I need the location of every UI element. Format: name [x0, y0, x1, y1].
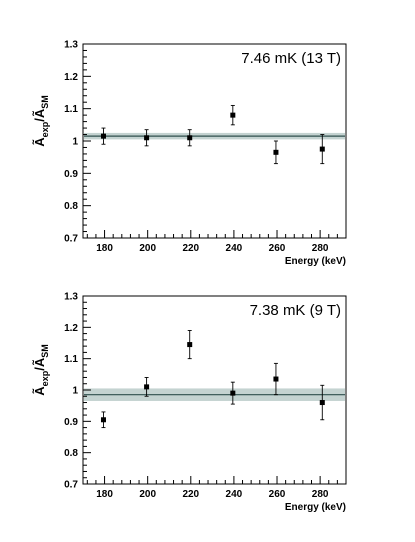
- y-tick-label: 1.1: [64, 354, 78, 365]
- x-tick-label: 240: [226, 243, 243, 254]
- data-point: [273, 149, 279, 155]
- x-tick-label: 240: [226, 489, 243, 500]
- data-point: [100, 133, 106, 139]
- data-point: [187, 135, 193, 141]
- y-tick-label: 0.9: [64, 169, 78, 180]
- y-tick-label: 1: [72, 137, 78, 148]
- x-tick-label: 200: [139, 243, 156, 254]
- y-tick-label: 1.3: [64, 40, 78, 51]
- y-axis-label-subscript: exp: [40, 121, 50, 137]
- chart-panel-2: 0.7 0.8 0.9 1 1.1 1.2 1.3 180 200 220 240 260 280 Ene…: [32, 292, 347, 513]
- data-point: [319, 146, 325, 152]
- data-point: [230, 390, 236, 396]
- chart-panel-1: 0.7 0.8 0.9 1 1.1 1.2 1.3 180 200 220 240 260 280 Ene…: [32, 40, 347, 267]
- y-tick-label: 1.3: [64, 292, 78, 303]
- y-tick-label: 0.7: [64, 480, 78, 491]
- x-tick-label: 220: [182, 489, 199, 500]
- y-axis-label-part: Ã: [32, 137, 47, 147]
- x-tick-label: 260: [269, 489, 286, 500]
- x-axis-label: Energy (keV): [285, 256, 346, 267]
- y-tick-label: 0.9: [64, 417, 78, 428]
- y-axis-label-subscript: SM: [40, 344, 50, 358]
- data-point: [187, 342, 193, 348]
- data-point: [230, 112, 236, 118]
- y-tick-label: 0.8: [64, 201, 78, 212]
- data-point: [144, 135, 150, 141]
- x-tick-label: 200: [139, 489, 156, 500]
- x-tick-label: 180: [96, 243, 113, 254]
- y-axis-label-part: Ã: [32, 386, 47, 396]
- y-tick-label: 1.2: [64, 323, 78, 334]
- y-tick-label: 0.8: [64, 448, 78, 459]
- data-point: [319, 400, 325, 406]
- plot-frame: [82, 43, 347, 239]
- x-tick-label: 220: [182, 243, 199, 254]
- y-axis-label-subscript: SM: [40, 95, 50, 109]
- y-axis-label: Ãexp/ÃSM: [32, 95, 50, 146]
- y-axis-label: Ãexp/ÃSM: [32, 344, 50, 395]
- data-point: [273, 376, 279, 382]
- x-tick-label: 260: [269, 243, 286, 254]
- panel-annotation: 7.38 mK (9 T): [250, 302, 341, 319]
- panel-annotation: 7.46 mK (13 T): [241, 50, 341, 67]
- data-point: [144, 384, 150, 390]
- y-axis-label-subscript: exp: [40, 370, 50, 386]
- y-tick-label: 1.2: [64, 72, 78, 83]
- x-tick-label: 280: [312, 243, 329, 254]
- y-tick-label: 1: [72, 386, 78, 397]
- x-tick-label: 280: [312, 489, 329, 500]
- y-axis-label-part: /Ã: [32, 357, 47, 371]
- x-tick-label: 180: [96, 489, 113, 500]
- y-axis-label-part: /Ã: [32, 108, 47, 122]
- x-axis-label: Energy (keV): [285, 502, 346, 513]
- data-point: [100, 417, 106, 423]
- y-tick-label: 1.1: [64, 104, 78, 115]
- y-tick-label: 0.7: [64, 234, 78, 245]
